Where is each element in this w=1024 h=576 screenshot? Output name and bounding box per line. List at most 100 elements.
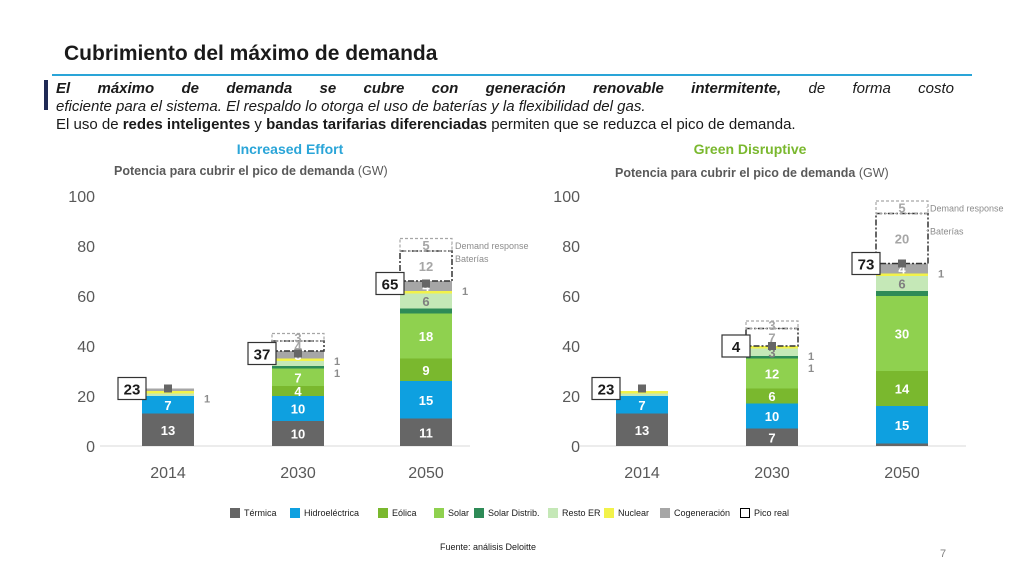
data-label-termica: 13: [635, 423, 649, 438]
scenario-title-increased: Increased Effort: [236, 141, 344, 157]
pico-real-marker: [638, 384, 646, 393]
note-part-3: permiten que se reduzca el pico de deman…: [487, 116, 796, 133]
legend-label: Pico real: [754, 508, 790, 518]
baterias-label: 7: [768, 330, 775, 345]
legend-label: Resto ER: [562, 508, 601, 518]
bar-segment-termica: [272, 421, 324, 446]
bar-segment-cogeneracion: [876, 263, 928, 274]
annotation-baterias: Baterías: [455, 254, 489, 264]
legend-label: Eólica: [392, 508, 417, 518]
data-label-hidro: 7: [164, 398, 171, 413]
pico-real-marker: [898, 259, 906, 268]
bar-segment-eolica: [876, 371, 928, 406]
legend-swatch: [230, 508, 240, 518]
x-tick-label: 2014: [624, 465, 660, 482]
data-label-solar: 7: [294, 370, 301, 385]
x-tick-label: 2014: [150, 465, 186, 482]
bar-segment-solar: [272, 368, 324, 386]
bar-segment-termica: [400, 418, 452, 446]
bar-segment-termica: [876, 443, 928, 446]
annotation-demand-response: Demand response: [930, 203, 1004, 213]
bar-segment-nuclear: [876, 273, 928, 276]
data-label-hidro: 15: [895, 418, 909, 433]
demand-response-box: [745, 320, 799, 330]
lead-bold: El máximo de demanda se cubre con genera…: [56, 80, 782, 97]
legend-label: Térmica: [244, 508, 277, 518]
legend-swatch: [434, 508, 444, 518]
pico-real-marker: [422, 279, 430, 288]
side-label: 1: [808, 351, 814, 363]
data-label-eolica: 4: [294, 384, 302, 399]
data-label-termica: 7: [768, 430, 775, 445]
bar-segment-termica: [142, 413, 194, 446]
bar-segment-termica: [616, 413, 668, 446]
demand-response-box: [875, 200, 929, 215]
bar-segment-hidro: [272, 396, 324, 421]
title-rule: [52, 74, 972, 76]
accent-bar: [44, 80, 48, 110]
bar-segment-solar: [746, 358, 798, 389]
bar-segment-hidro: [616, 396, 668, 414]
y-tick-label: 40: [562, 339, 580, 356]
data-label-hidro: 7: [638, 398, 645, 413]
x-tick-label: 2050: [884, 465, 920, 482]
y-tick-label: 80: [562, 239, 580, 256]
data-label-hidro: 10: [291, 402, 305, 417]
side-label: 1: [334, 368, 340, 380]
pico-real-box: [247, 341, 277, 366]
side-label: 1: [938, 269, 944, 281]
legend-swatch: [290, 508, 300, 518]
bar-segment-solar_distrib: [746, 356, 798, 359]
page-title: Cubrimiento del máximo de demanda: [64, 42, 438, 65]
baterias-label: 20: [895, 232, 909, 247]
bar-segment-eolica: [400, 358, 452, 381]
bar-segment-resto_er: [142, 393, 194, 396]
chart-subtitle-green: Potencia para cubrir el pico de demanda …: [615, 166, 889, 180]
lead-line-2: eficiente para el sistema. El respaldo l…: [56, 98, 646, 115]
demand-response-label: 3: [768, 318, 775, 333]
demand-response-box: [271, 332, 325, 342]
bar-segment-solar_distrib: [400, 308, 452, 314]
pico-real-label: 73: [858, 257, 875, 274]
data-label-cogeneracion: 4: [898, 262, 906, 277]
legend-swatch: [604, 508, 614, 518]
baterias-label: 12: [419, 259, 433, 274]
pico-real-marker: [768, 342, 776, 350]
y-tick-label: 0: [86, 439, 95, 456]
data-label-hidro: 10: [765, 409, 779, 424]
y-tick-label: 100: [68, 189, 95, 206]
bar-segment-solar: [876, 296, 928, 371]
data-label-termica: 10: [291, 427, 305, 442]
note-part-1: El uso de: [56, 116, 123, 133]
pico-real-box: [117, 376, 147, 401]
pico-real-label: 65: [382, 277, 399, 294]
bar-segment-nuclear: [272, 358, 324, 361]
chart-subtitle-increased: Potencia para cubrir el pico de demanda …: [114, 164, 388, 178]
scenario-title-green: Green Disruptive: [693, 141, 807, 157]
legend-label: Nuclear: [618, 508, 650, 518]
y-tick-label: 0: [571, 439, 580, 456]
bar-segment-resto_er: [746, 348, 798, 356]
legend-label: Solar: [448, 508, 470, 518]
legend-label: Hidroeléctrica: [304, 508, 360, 518]
x-tick-label: 2030: [280, 465, 316, 482]
data-label-resto_er: 3: [768, 345, 775, 360]
pico-real-label: 37: [254, 347, 271, 364]
baterias-label: 4: [294, 339, 302, 354]
data-label-eolica: 6: [768, 389, 775, 404]
pico-real-label: 4: [732, 339, 741, 356]
chart-subtitle-increased-unit: (GW): [357, 164, 388, 178]
pico-real-label: 23: [124, 382, 141, 399]
annotation-demand-response: Demand response: [455, 241, 529, 251]
chart-subtitle-green-text: Potencia para cubrir el pico de demanda: [615, 166, 856, 180]
data-label-termica: 11: [419, 425, 433, 440]
legend-swatch: [474, 508, 484, 518]
legend-label: Solar Distrib.: [488, 508, 540, 518]
bar-segment-solar: [400, 313, 452, 359]
pico-real-box: [851, 251, 881, 276]
y-tick-label: 60: [77, 289, 95, 306]
pico-real-label: 23: [598, 382, 615, 399]
y-tick-label: 40: [77, 339, 95, 356]
